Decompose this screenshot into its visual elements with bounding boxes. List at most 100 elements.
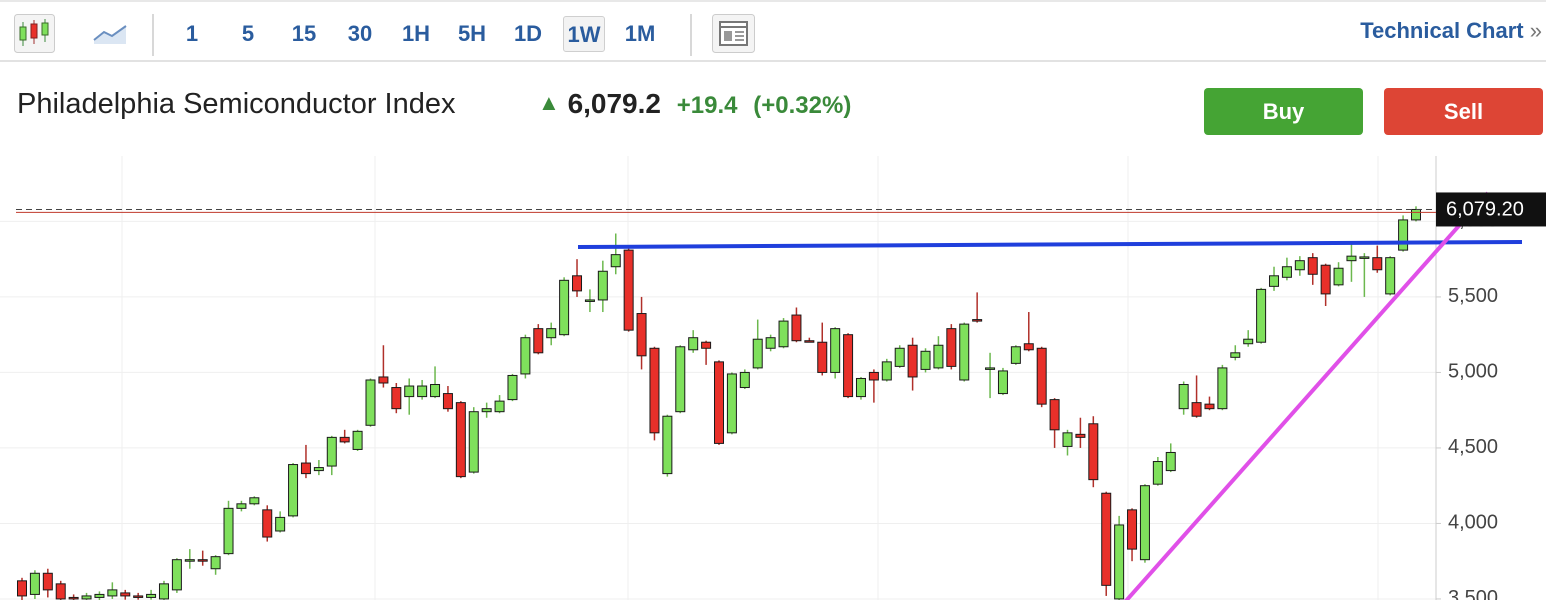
candle-body <box>752 338 763 369</box>
candle-body <box>1191 402 1202 417</box>
candle-body <box>468 411 479 473</box>
interval-button[interactable]: 1D <box>513 21 543 46</box>
sell-button[interactable]: Sell <box>1384 88 1543 135</box>
candle-body <box>1372 257 1383 271</box>
candle-body <box>1385 257 1396 295</box>
candle-body <box>184 559 195 562</box>
candle-body <box>649 347 660 434</box>
candle-body <box>171 559 182 591</box>
candle-body <box>1359 256 1370 259</box>
candle-body <box>236 503 247 509</box>
candle-body <box>778 320 789 348</box>
candle-body <box>623 249 634 331</box>
candle-body <box>533 328 544 354</box>
candle-body <box>417 385 428 398</box>
interval-button[interactable]: 1M <box>624 21 656 46</box>
candle-body <box>920 350 931 370</box>
candle-body <box>1307 257 1318 275</box>
candle-body <box>197 559 208 562</box>
link-arrow[interactable]: » <box>1529 18 1542 43</box>
interval-button[interactable]: 1W <box>563 16 605 52</box>
candle-body <box>997 370 1008 395</box>
layout-icon[interactable] <box>712 14 756 54</box>
candle-body <box>907 344 918 378</box>
candle-body <box>81 595 92 600</box>
candle-body <box>1023 343 1034 351</box>
candle-body <box>1114 524 1125 600</box>
last-price-badge <box>1436 192 1546 227</box>
candle-body <box>1127 509 1138 550</box>
y-tick-label: 4,000 <box>1448 512 1498 534</box>
y-tick-label: 5,000 <box>1448 361 1498 383</box>
y-tick-label: 3,500 <box>1448 587 1498 600</box>
candle-body <box>1049 399 1060 431</box>
candle-body <box>29 572 40 595</box>
change: +19.4 <box>676 92 738 119</box>
candle-body <box>559 279 570 336</box>
candle-body <box>1088 423 1099 481</box>
candle-body <box>352 430 363 450</box>
y-tick-label: 5,500 <box>1448 285 1498 307</box>
candle-body <box>636 313 647 357</box>
interval-button[interactable]: 1 <box>185 21 199 46</box>
candle-body <box>326 436 337 467</box>
candle-body <box>804 340 815 343</box>
candle-body <box>1346 255 1357 262</box>
candle-body <box>520 337 531 375</box>
candle-body <box>1333 267 1344 286</box>
candle-body <box>94 593 105 598</box>
buy-button[interactable]: Buy <box>1204 88 1363 135</box>
candle-body <box>1010 346 1021 364</box>
candle-body <box>1036 347 1047 405</box>
candle-body <box>300 462 311 475</box>
interval-button[interactable]: 15 <box>291 21 317 46</box>
candle-body <box>68 596 79 600</box>
candlestick-icon[interactable] <box>14 14 56 54</box>
candle-body <box>1204 403 1215 410</box>
candle-body <box>1075 433 1086 438</box>
interval-button[interactable]: 5H <box>457 21 487 46</box>
candle-body <box>726 373 737 434</box>
separator <box>690 14 692 56</box>
change-percent: (+0.32%) <box>753 92 852 119</box>
candle-body <box>739 371 750 389</box>
candle-body <box>1217 367 1228 410</box>
candle-body <box>894 347 905 367</box>
y-tick-label: 4,500 <box>1448 436 1498 458</box>
candle-body <box>572 275 583 292</box>
candle-body <box>701 341 712 349</box>
separator <box>152 14 154 56</box>
candle-body <box>494 400 505 413</box>
technical-chart-link[interactable]: Technical Chart » <box>1360 18 1542 44</box>
header: Philadelphia Semiconductor Index ▲ 6,079… <box>0 78 1546 148</box>
candle-body <box>430 384 441 398</box>
candle-body <box>365 379 376 426</box>
candle-body <box>946 328 957 367</box>
toolbar: 1 5 15 30 1H 5H 1D 1W 1M Technical Chart » <box>0 0 1546 62</box>
candle-body <box>1320 264 1331 295</box>
candle-body <box>881 361 892 381</box>
candle-body <box>17 580 27 597</box>
candle-body <box>1101 492 1112 586</box>
candle-body <box>972 319 983 322</box>
candle-body <box>507 374 518 401</box>
interval-button[interactable]: 1H <box>401 21 431 46</box>
interval-button[interactable]: 30 <box>347 21 373 46</box>
interval-button[interactable]: 5 <box>241 21 255 46</box>
candle-body <box>817 341 828 373</box>
up-arrow: ▲ <box>538 90 560 115</box>
last-price-label: 6,079.20 <box>1446 199 1524 221</box>
candle-body <box>391 387 402 410</box>
candle-body <box>1256 288 1267 343</box>
candle-body <box>1152 461 1163 485</box>
candle-body <box>339 436 350 443</box>
price: 6,079.2 <box>567 88 661 119</box>
link-text[interactable]: Technical Chart <box>1360 18 1524 43</box>
candle-body <box>610 254 621 268</box>
candle-body <box>404 385 415 398</box>
line-chart-icon[interactable] <box>92 20 130 48</box>
candle-body <box>288 464 299 517</box>
candle-body <box>249 497 260 505</box>
